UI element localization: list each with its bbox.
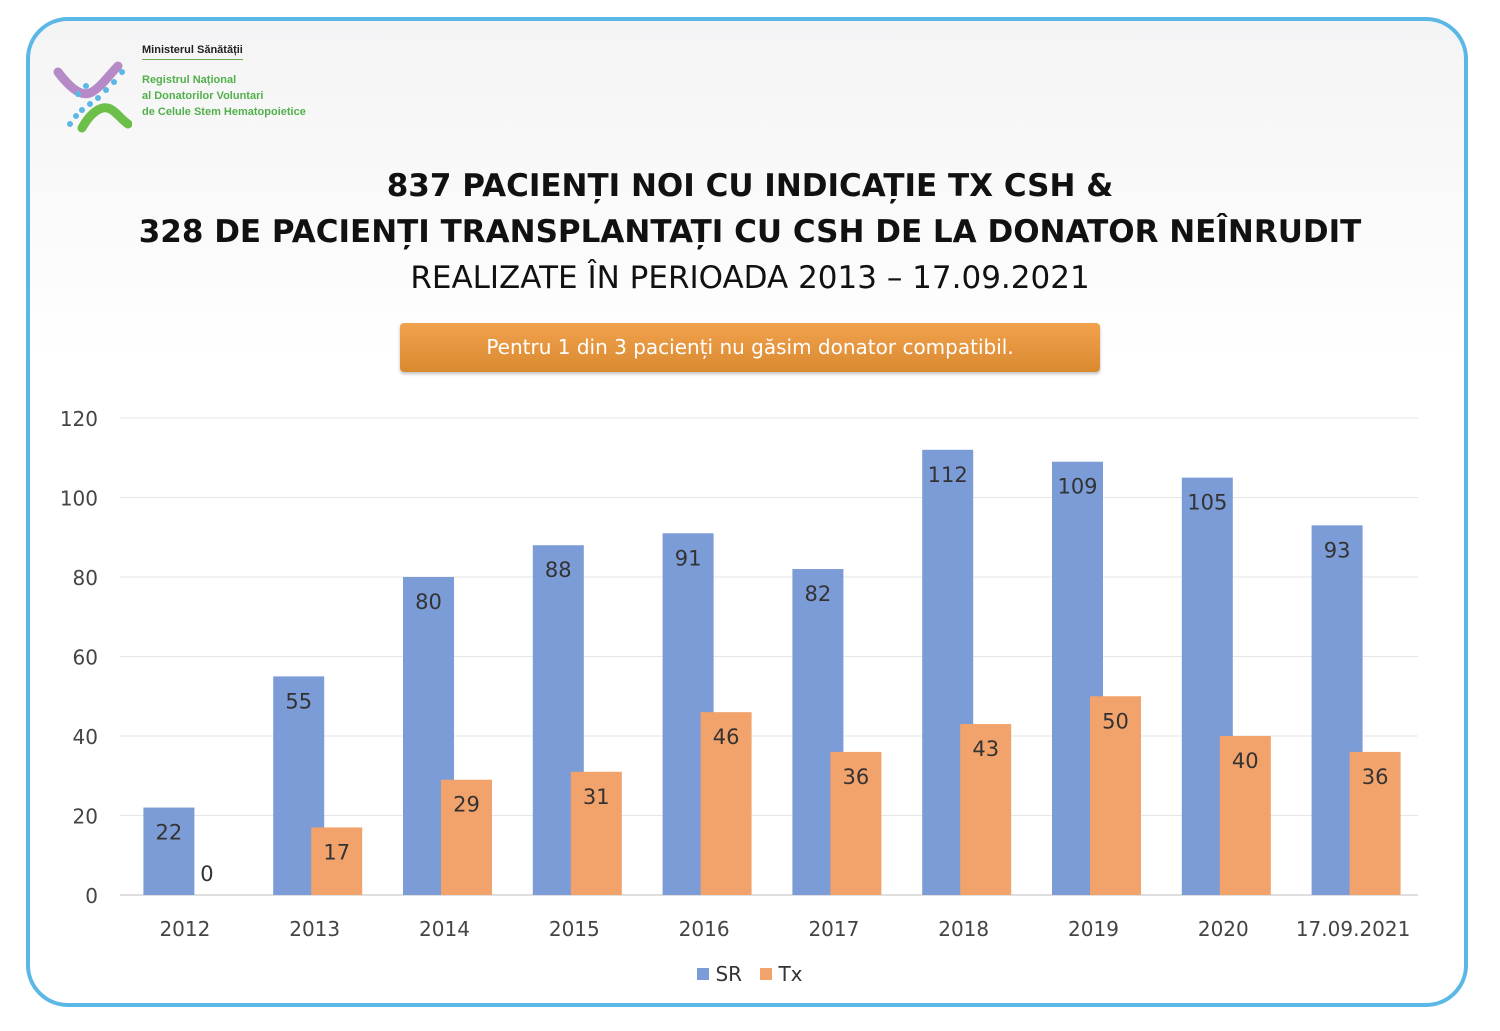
data-label-tx: 36 [1362,765,1389,789]
bar-sr [143,807,195,895]
data-label-sr: 112 [928,463,968,487]
bar-tx [570,771,622,895]
y-tick-label: 20 [73,805,98,829]
registry-name: Registrul Național al Donatorilor Volunt… [142,72,306,120]
data-label-sr: 80 [415,590,442,614]
bar-tx [441,779,492,895]
legend-item-sr: SR [697,962,742,986]
y-tick-label: 40 [73,725,98,749]
y-tick-label: 120 [60,407,98,431]
x-tick-label: 17.09.2021 [1296,917,1411,941]
data-label-tx: 17 [323,840,350,864]
registry-line: Registrul Național [142,74,237,86]
bar-tx [1349,751,1401,895]
bar-tx [960,724,1012,895]
legend-item-tx: Tx [760,962,803,986]
x-tick-label: 2018 [938,917,989,941]
data-label-tx: 0 [200,862,213,886]
slide-title: 837 PACIENȚI NOI CU INDICAȚIE TX CSH & 3… [0,163,1500,301]
data-label-sr: 88 [545,558,572,582]
info-banner: Pentru 1 din 3 pacienți nu găsim donator… [400,323,1100,372]
data-label-tx: 40 [1232,749,1259,773]
x-tick-label: 2014 [419,917,470,941]
registry-line: al Donatorilor Voluntari [142,90,264,102]
title-line-1: 837 PACIENȚI NOI CU INDICAȚIE TX CSH & [386,168,1114,204]
x-tick-label: 2013 [289,917,340,941]
registry-logo-icon [53,61,132,133]
data-label-sr: 91 [675,546,702,570]
data-label-sr: 55 [285,689,312,713]
x-tick-label: 2015 [549,917,600,941]
bar-tx [700,712,752,895]
y-tick-label: 60 [73,646,98,670]
data-label-sr: 109 [1057,475,1097,499]
data-label-tx: 46 [713,725,740,749]
x-tick-label: 2012 [159,917,210,941]
data-label-sr: 82 [805,582,832,606]
registry-logo: Ministerul Sănătății Registrul Național … [52,44,352,144]
ministry-name: Ministerul Sănătății [142,44,243,60]
data-label-sr: 22 [156,821,183,845]
legend-swatch-tx [760,968,773,980]
x-tick-label: 2020 [1198,917,1249,941]
chart-legend: SR Tx [0,962,1500,986]
data-label-sr: 93 [1324,538,1351,562]
legend-swatch-sr [697,968,710,980]
x-tick-label: 2016 [679,917,730,941]
bar-tx [830,751,882,895]
registry-line: de Celule Stem Hematopoietice [142,106,306,118]
data-label-tx: 36 [843,765,870,789]
title-line-2: 328 DE PACIENȚI TRANSPLANTAȚI CU CSH DE … [138,214,1362,250]
y-tick-label: 80 [73,566,98,590]
data-label-tx: 31 [583,785,610,809]
x-tick-label: 2019 [1068,917,1119,941]
y-tick-label: 0 [85,884,98,908]
legend-label-tx: Tx [778,962,803,986]
data-label-tx: 29 [453,793,480,817]
data-label-tx: 43 [972,737,999,761]
bar-tx [1219,736,1271,895]
y-tick-label: 100 [60,487,98,511]
data-label-tx: 50 [1102,709,1129,733]
legend-label-sr: SR [715,962,743,986]
x-tick-label: 2017 [808,917,859,941]
bar-tx [311,827,363,895]
data-label-sr: 105 [1187,491,1227,515]
title-line-3: REALIZATE ÎN PERIOADA 2013 – 17.09.2021 [410,260,1090,296]
bar-tx [1090,696,1141,895]
